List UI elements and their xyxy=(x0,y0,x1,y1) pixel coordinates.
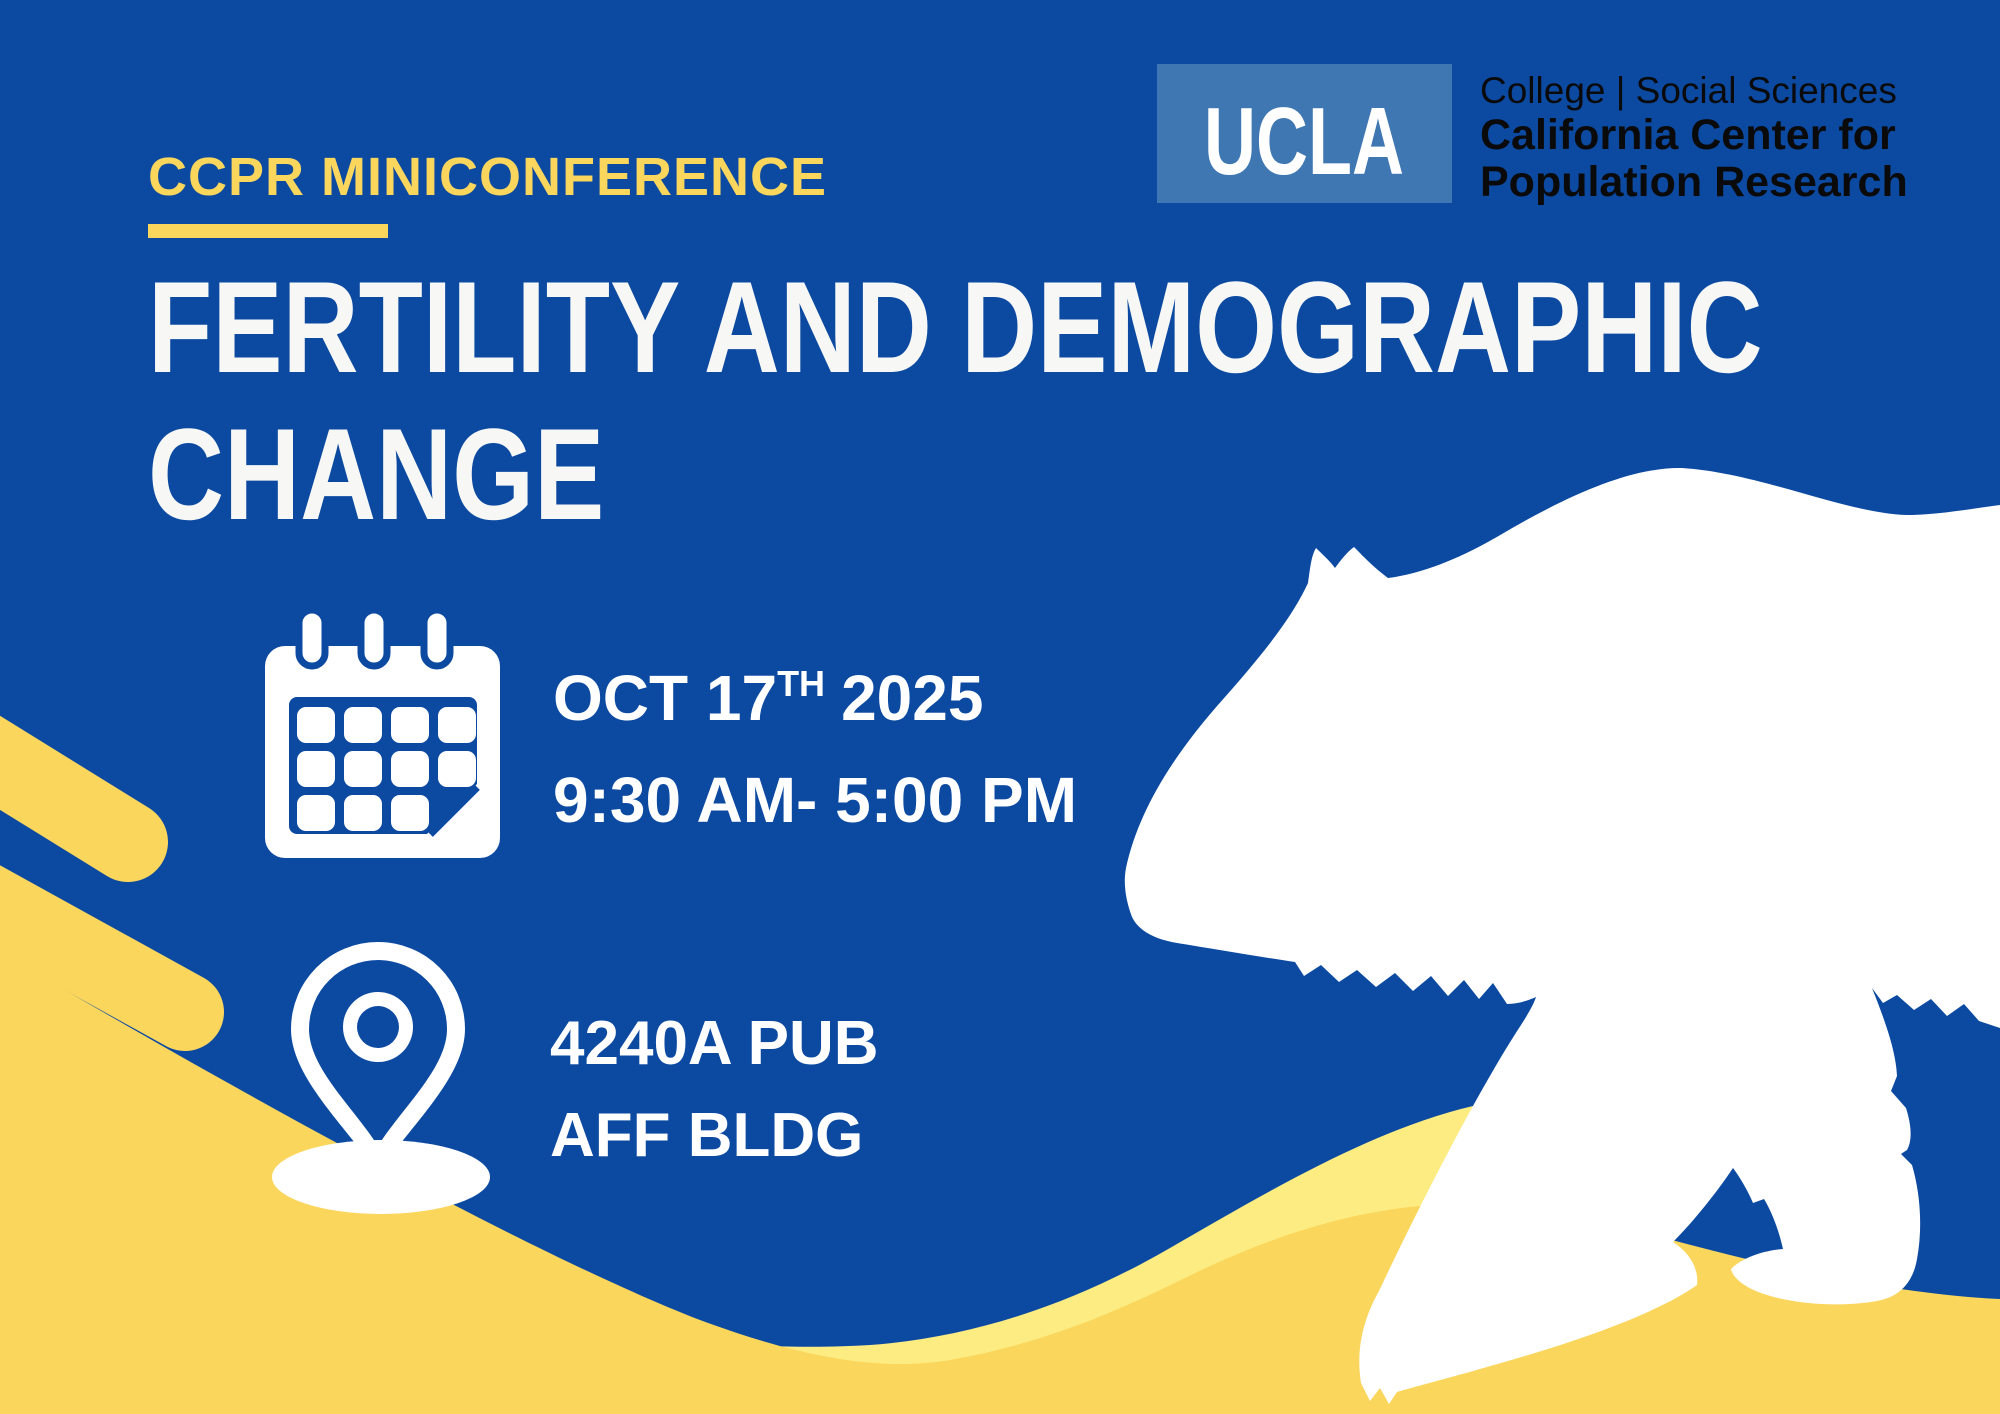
date-prefix: OCT 17 xyxy=(553,662,778,734)
eyebrow-underline xyxy=(148,224,388,238)
location-line-1: 4240A PUB xyxy=(550,1009,879,1078)
title-line-2: CHANGE xyxy=(148,401,605,547)
location-line-2: AFF BLDG xyxy=(550,1101,864,1170)
logo-text-block: College | Social Sciences California Cen… xyxy=(1480,70,1908,206)
eyebrow-label: CCPR MINICONFERENCE xyxy=(148,147,828,207)
title-line-1: FERTILITY AND DEMOGRAPHIC xyxy=(148,254,1763,400)
event-date: OCT 17TH 2025 xyxy=(553,652,1077,754)
date-ordinal: TH xyxy=(777,663,826,704)
logo-org-line-1: California Center for xyxy=(1480,111,1896,159)
ucla-wordmark: UCLA xyxy=(1204,88,1404,195)
event-datetime: OCT 17TH 2025 9:30 AM- 5:00 PM xyxy=(553,652,1077,846)
calendar-icon xyxy=(265,606,500,858)
yellow-stripe-icon xyxy=(0,715,224,1051)
location-pin-icon xyxy=(291,942,465,1174)
ucla-logo: UCLA xyxy=(1157,64,1452,203)
pin-shadow-ellipse xyxy=(272,1140,490,1214)
event-location: 4240A PUB AFF BLDG xyxy=(550,998,879,1182)
bear-silhouette xyxy=(1124,467,2000,1404)
logo-division-line: College | Social Sciences xyxy=(1480,70,1897,111)
event-time: 9:30 AM- 5:00 PM xyxy=(553,764,1077,836)
logo-org-line-2: Population Research xyxy=(1480,158,1908,206)
page-title: FERTILITY AND DEMOGRAPHIC CHANGE xyxy=(148,254,2000,548)
date-year: 2025 xyxy=(841,662,984,734)
